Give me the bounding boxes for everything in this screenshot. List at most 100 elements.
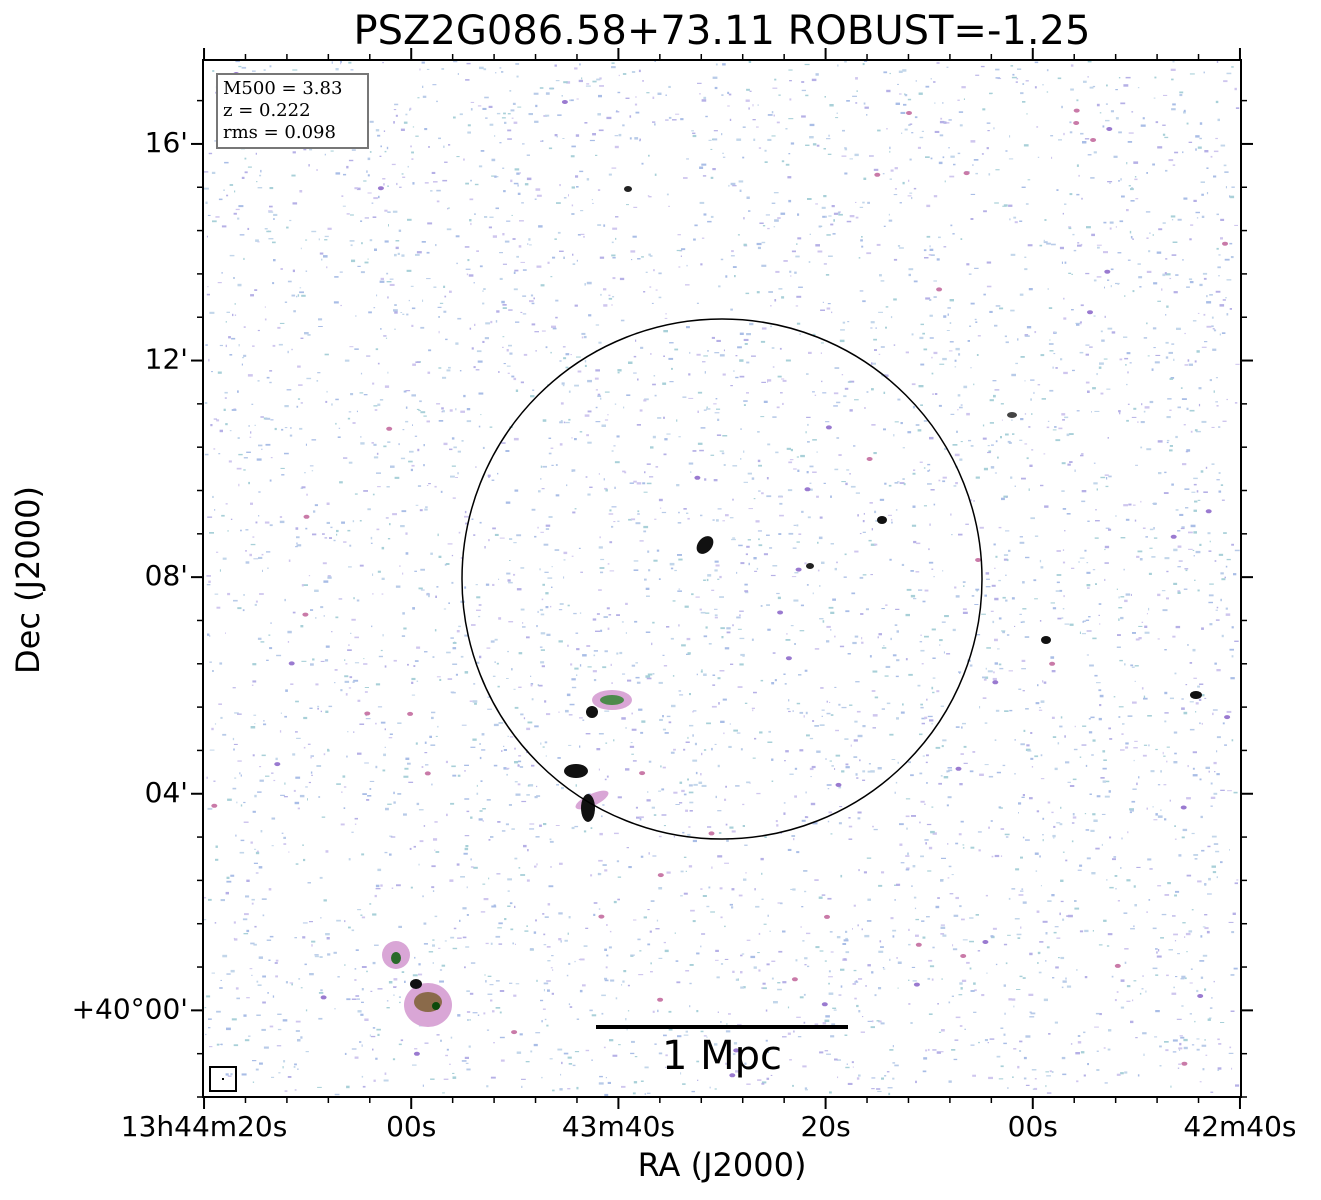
- noise-speck: [320, 660, 325, 662]
- noise-speck: [774, 299, 777, 302]
- noise-speck: [474, 183, 479, 186]
- noise-speck: [739, 375, 745, 378]
- noise-speck: [535, 836, 540, 838]
- noise-speck: [719, 354, 725, 357]
- noise-speck: [878, 633, 882, 636]
- noise-speck: [318, 318, 323, 321]
- noise-speck: [478, 165, 483, 168]
- noise-speck: [920, 703, 923, 706]
- noise-speck: [262, 914, 265, 917]
- noise-speck: [237, 760, 242, 762]
- noise-speck: [1101, 843, 1103, 846]
- noise-speck: [433, 838, 438, 841]
- noise-speck: [872, 727, 876, 729]
- noise-speck: [509, 560, 511, 561]
- noise-speck: [250, 841, 253, 844]
- noise-speck: [899, 93, 902, 95]
- noise-speck: [743, 217, 745, 220]
- noise-speck: [1099, 623, 1101, 625]
- noise-speck: [923, 420, 928, 422]
- noise-speck: [401, 635, 406, 637]
- noise-speck: [1053, 825, 1056, 828]
- noise-speck: [941, 1029, 945, 1032]
- noise-speck: [521, 202, 524, 204]
- noise-speck: [308, 575, 311, 577]
- noise-speck: [801, 906, 804, 908]
- noise-speck: [1020, 890, 1024, 892]
- noise-speck: [943, 315, 947, 318]
- noise-speck: [540, 661, 545, 664]
- noise-speck: [517, 192, 521, 195]
- noise-speck: [728, 184, 730, 187]
- noise-speck: [943, 776, 949, 779]
- noise-speck: [790, 275, 792, 277]
- noise-speck: [1126, 209, 1129, 212]
- noise-speck: [331, 61, 333, 64]
- noise-speck: [470, 858, 472, 861]
- noise-speck: [1172, 60, 1175, 63]
- noise-speck: [868, 763, 871, 765]
- noise-speck: [236, 997, 240, 1000]
- noise-speck: [1179, 1035, 1183, 1037]
- noise-speck: [214, 140, 217, 142]
- noise-speck: [789, 80, 792, 82]
- noise-speck: [611, 254, 616, 257]
- noise-speck: [803, 993, 806, 996]
- noise-speck: [502, 346, 504, 348]
- noise-speck: [318, 796, 321, 798]
- noise-speck: [983, 467, 988, 471]
- noise-speck: [1233, 573, 1237, 576]
- noise-speck: [604, 391, 610, 393]
- noise-speck: [258, 556, 263, 559]
- noise-speck: [470, 108, 473, 111]
- noise-speck: [761, 381, 766, 383]
- noise-speck: [584, 414, 590, 417]
- noise-speck: [557, 231, 561, 234]
- noise-speck: [613, 739, 615, 742]
- noise-speck: [1203, 313, 1206, 316]
- noise-speck: [1225, 186, 1227, 189]
- noise-speck: [1045, 932, 1048, 935]
- noise-speck: [230, 874, 235, 877]
- noise-speck: [1157, 638, 1160, 640]
- noise-speck: [489, 984, 494, 986]
- noise-speck: [746, 939, 751, 941]
- noise-speck: [377, 988, 383, 990]
- noise-speck: [432, 962, 434, 964]
- noise-speck: [579, 958, 585, 961]
- noise-speck: [502, 167, 505, 169]
- noise-speck: [896, 957, 898, 959]
- noise-speck: [546, 713, 551, 716]
- noise-speck: [599, 1075, 603, 1078]
- noise-speck: [393, 791, 395, 795]
- noise-speck: [1077, 1041, 1082, 1044]
- noise-speck: [959, 1025, 963, 1027]
- noise-speck: [1022, 620, 1025, 623]
- noise-speck: [209, 635, 211, 637]
- noise-speck: [1155, 974, 1159, 976]
- noise-speck: [514, 489, 519, 492]
- noise-speck: [767, 380, 769, 383]
- noise-speck: [906, 827, 908, 830]
- noise-speck: [1166, 416, 1171, 419]
- noise-speck: [786, 447, 791, 450]
- noise-speck: [431, 171, 436, 174]
- noise-speck: [637, 510, 640, 513]
- noise-speck: [1076, 99, 1079, 102]
- noise-speck: [873, 828, 878, 831]
- noise-speck: [1132, 238, 1134, 240]
- noise-speck: [355, 315, 357, 317]
- noise-speck: [464, 1056, 469, 1059]
- noise-speck: [554, 134, 558, 137]
- noise-speck: [424, 1042, 429, 1044]
- noise-speck: [913, 598, 917, 600]
- noise-speck: [952, 444, 958, 446]
- noise-speck: [1044, 505, 1049, 508]
- noise-speck: [1166, 597, 1169, 600]
- noise-speck: [857, 924, 859, 927]
- noise-speck: [933, 576, 935, 578]
- noise-speck: [874, 510, 877, 514]
- noise-speck: [415, 135, 419, 137]
- noise-speck: [1197, 685, 1200, 688]
- noise-speck: [611, 450, 614, 452]
